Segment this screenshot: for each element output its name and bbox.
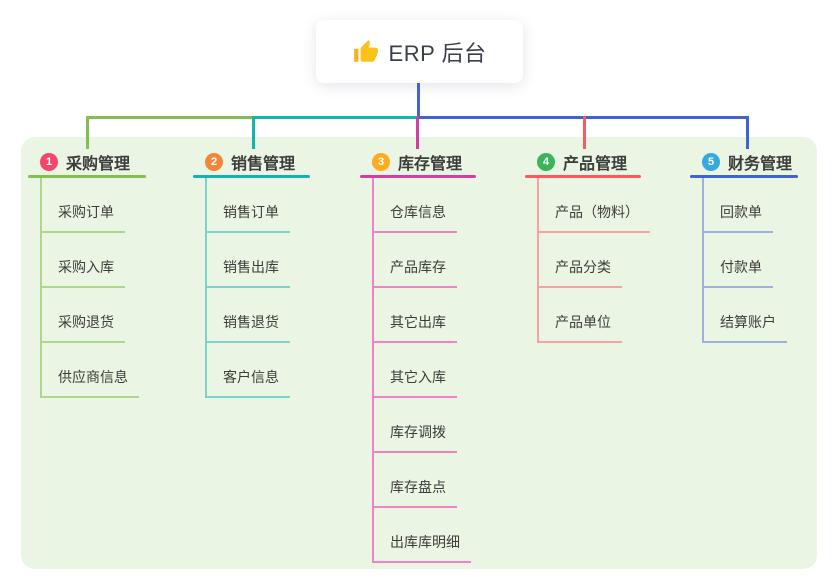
child-node-label[interactable]: 销售订单 <box>205 202 290 233</box>
branch-badge: 3 <box>372 152 390 171</box>
child-node-label[interactable]: 其它入库 <box>372 367 457 398</box>
branch-underline <box>28 175 146 178</box>
child-node-label[interactable]: 库存盘点 <box>372 477 457 508</box>
child-node: 销售订单 <box>205 178 310 233</box>
branch-header[interactable]: 5 财务管理 <box>702 148 798 175</box>
child-node: 其它入库 <box>372 343 476 398</box>
branch-title: 采购管理 <box>66 155 131 173</box>
connector-branch-drop <box>86 116 89 149</box>
child-node: 库存盘点 <box>372 453 476 508</box>
child-node: 其它出库 <box>372 288 476 343</box>
child-node: 产品单位 <box>537 288 650 343</box>
branch-node-1: 1 采购管理采购订单采购入库采购退货供应商信息 <box>28 148 146 398</box>
branch-node-3: 3 库存管理仓库信息产品库存其它出库其它入库库存调拨库存盘点出库库明细 <box>360 148 476 563</box>
branch-badge: 2 <box>205 152 223 171</box>
child-node-label[interactable]: 供应商信息 <box>40 367 139 398</box>
branch-trunk-line <box>205 178 207 396</box>
child-node: 采购退货 <box>40 288 146 343</box>
child-node-label[interactable]: 产品单位 <box>537 312 622 343</box>
child-node: 仓库信息 <box>372 178 476 233</box>
branch-title: 销售管理 <box>231 155 296 173</box>
child-node-label[interactable]: 销售退货 <box>205 312 290 343</box>
branch-badge: 4 <box>537 152 555 171</box>
child-node-label[interactable]: 客户信息 <box>205 367 290 398</box>
root-node[interactable]: ERP 后台 <box>316 20 523 83</box>
child-node-label[interactable]: 结算账户 <box>702 312 787 343</box>
child-node-label[interactable]: 采购退货 <box>40 312 125 343</box>
child-node-label[interactable]: 采购订单 <box>40 202 125 233</box>
branch-children: 仓库信息产品库存其它出库其它入库库存调拨库存盘点出库库明细 <box>372 178 476 563</box>
child-node-label[interactable]: 回款单 <box>702 202 773 233</box>
branch-title: 库存管理 <box>398 155 463 173</box>
thumbs-up-icon <box>353 39 378 62</box>
child-node: 结算账户 <box>702 288 798 343</box>
child-node: 出库库明细 <box>372 508 476 563</box>
root-node-label: ERP 后台 <box>388 40 487 66</box>
branch-trunk-line <box>372 178 374 561</box>
branch-underline <box>360 175 476 178</box>
child-node: 销售出库 <box>205 233 310 288</box>
child-node-label[interactable]: 销售出库 <box>205 257 290 288</box>
branch-header[interactable]: 2 销售管理 <box>205 148 310 175</box>
connector-branch-drop <box>252 116 255 149</box>
child-node-label[interactable]: 库存调拨 <box>372 422 457 453</box>
child-node: 付款单 <box>702 233 798 288</box>
mindmap-panel <box>21 137 817 569</box>
child-node-label[interactable]: 付款单 <box>702 257 773 288</box>
branch-node-4: 4 产品管理产品（物料） 产品分类产品单位 <box>525 148 650 343</box>
connector-root-drop <box>417 83 420 117</box>
branch-header[interactable]: 3 库存管理 <box>372 148 476 175</box>
child-node-label[interactable]: 采购入库 <box>40 257 125 288</box>
connector-bus-segment <box>252 116 418 119</box>
branch-children: 产品（物料） 产品分类产品单位 <box>537 178 650 343</box>
connector-branch-drop <box>583 116 586 149</box>
child-node-label[interactable]: 产品库存 <box>372 257 457 288</box>
branch-title: 产品管理 <box>563 155 628 173</box>
branch-trunk-line <box>40 178 42 396</box>
branch-node-2: 2 销售管理销售订单销售出库销售退货客户信息 <box>193 148 310 398</box>
branch-title: 财务管理 <box>728 155 793 173</box>
child-node: 产品分类 <box>537 233 650 288</box>
child-node: 供应商信息 <box>40 343 146 398</box>
branch-underline <box>193 175 310 178</box>
child-node: 客户信息 <box>205 343 310 398</box>
child-node: 产品库存 <box>372 233 476 288</box>
branch-trunk-line <box>537 178 539 341</box>
branch-children: 销售订单销售出库销售退货客户信息 <box>205 178 310 398</box>
connector-bus-segment <box>86 116 254 119</box>
branch-badge: 5 <box>702 152 720 171</box>
branch-children: 采购订单采购入库采购退货供应商信息 <box>40 178 146 398</box>
child-node: 回款单 <box>702 178 798 233</box>
connector-branch-drop <box>746 116 749 149</box>
branch-badge: 1 <box>40 152 58 171</box>
child-node: 销售退货 <box>205 288 310 343</box>
child-node: 库存调拨 <box>372 398 476 453</box>
child-node-label[interactable]: 出库库明细 <box>372 532 471 563</box>
child-node: 产品（物料） <box>537 178 650 233</box>
branch-children: 回款单付款单结算账户 <box>702 178 798 343</box>
child-node: 采购订单 <box>40 178 146 233</box>
branch-underline <box>690 175 798 178</box>
child-node-label[interactable]: 产品（物料） <box>537 202 650 233</box>
branch-node-5: 5 财务管理回款单付款单结算账户 <box>690 148 798 343</box>
child-node-label[interactable]: 仓库信息 <box>372 202 457 233</box>
branch-trunk-line <box>702 178 704 341</box>
branch-header[interactable]: 1 采购管理 <box>40 148 146 175</box>
branch-underline <box>525 175 641 178</box>
connector-branch-drop <box>416 116 419 149</box>
child-node-label[interactable]: 其它出库 <box>372 312 457 343</box>
child-node: 采购入库 <box>40 233 146 288</box>
child-node-label[interactable]: 产品分类 <box>537 257 622 288</box>
branch-header[interactable]: 4 产品管理 <box>537 148 650 175</box>
